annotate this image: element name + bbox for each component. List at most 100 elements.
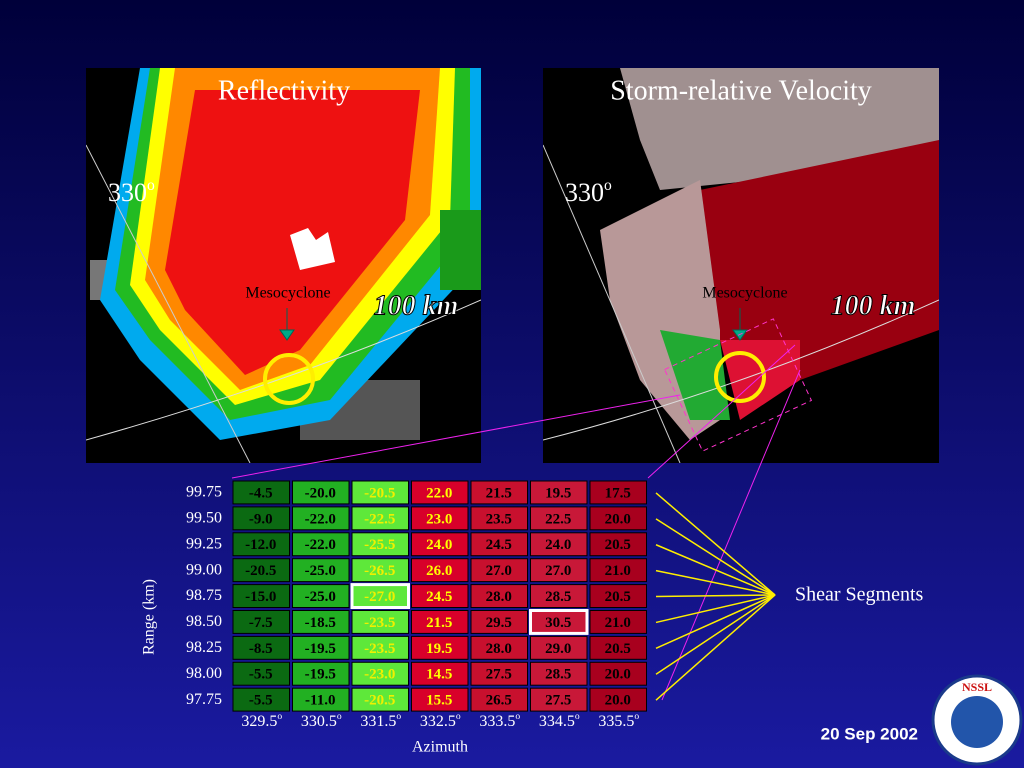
table-cell <box>589 610 647 634</box>
table-cell <box>351 635 409 660</box>
cell-value: 29.5 <box>486 615 512 631</box>
cell-value: 22.5 <box>545 511 571 527</box>
cell-value: -23.0 <box>364 667 395 683</box>
azimuth-col-label-value: 334.5 <box>539 713 575 730</box>
azimuth-label-sup: o <box>604 177 612 194</box>
range-row-label: 98.50 <box>186 613 222 630</box>
azimuth-col-label: 334.5o <box>539 711 580 730</box>
table-cell <box>232 635 290 660</box>
table-cell <box>232 687 290 712</box>
range-row-label: 98.25 <box>186 639 222 656</box>
cell-value: -4.5 <box>249 485 273 501</box>
cell-value: 17.5 <box>605 485 631 501</box>
cell-value: 21.0 <box>605 615 631 631</box>
azimuth-col-label-sup: o <box>456 711 461 722</box>
azimuth-label-sup: o <box>147 177 155 194</box>
cell-value: -20.5 <box>245 563 276 579</box>
azimuth-col-label-value: 335.5 <box>598 713 634 730</box>
cell-value: 28.0 <box>486 641 512 657</box>
cell-value: 26.5 <box>486 693 512 709</box>
azimuth-col-label-sup: o <box>277 711 282 722</box>
cell-value: -22.0 <box>305 511 336 527</box>
cell-value: 20.0 <box>605 693 631 709</box>
cell-value: 24.0 <box>545 537 571 553</box>
table-cell <box>292 506 350 531</box>
table-cell <box>351 480 409 505</box>
cell-value: 23.5 <box>486 511 512 527</box>
range-label: 100 km <box>831 290 916 321</box>
table-cell <box>411 532 469 557</box>
table-cell <box>292 532 350 557</box>
cell-value: -11.0 <box>305 693 335 709</box>
table-cell <box>411 584 469 608</box>
table-cell <box>232 532 290 557</box>
table-cell <box>530 584 588 608</box>
range-row-label: 98.75 <box>186 587 222 604</box>
table-cell <box>470 532 528 557</box>
table-cell <box>589 687 647 712</box>
table-cell <box>292 584 350 608</box>
range-row-label: 99.25 <box>186 535 222 552</box>
table-cell <box>232 506 290 531</box>
range-row-label: 98.00 <box>186 665 222 682</box>
cell-value: 28.5 <box>545 589 571 605</box>
y-axis-label: Range (km) <box>141 579 158 655</box>
range-row-label: 99.00 <box>186 561 222 578</box>
cell-value: -19.5 <box>305 667 336 683</box>
table-cell <box>232 610 290 634</box>
table-cell <box>232 558 290 583</box>
table-cell <box>589 480 647 505</box>
table-cell <box>351 532 409 557</box>
table-cell <box>470 661 528 686</box>
table-cell <box>470 584 528 608</box>
cell-value: -8.5 <box>249 641 273 657</box>
cell-value: 22.0 <box>426 485 452 501</box>
range-row-label: 99.75 <box>186 484 222 501</box>
table-cell <box>470 635 528 660</box>
azimuth-col-label: 330.5o <box>301 711 342 730</box>
table-cell <box>411 558 469 583</box>
table-cell <box>589 532 647 557</box>
shear-arrow <box>655 492 776 596</box>
table-cell <box>589 558 647 583</box>
table-cell <box>530 480 588 505</box>
feature-label: Mesocyclone <box>702 285 787 302</box>
cell-value: 20.5 <box>605 589 631 605</box>
shear-arrow <box>655 594 776 675</box>
azimuth-col-label-sup: o <box>396 711 401 722</box>
table-cell <box>232 480 290 505</box>
azimuth-col-label: 332.5o <box>420 711 461 730</box>
table-cell <box>470 506 528 531</box>
markers <box>231 308 813 701</box>
azimuth-col-label: 331.5o <box>360 711 401 730</box>
range-label: 100 km <box>374 290 459 321</box>
cell-value: -15.0 <box>245 589 276 605</box>
table-cell <box>292 635 350 660</box>
cell-value: -9.0 <box>249 511 273 527</box>
azimuth-col-label-value: 333.5 <box>479 713 515 730</box>
cell-value: -26.5 <box>364 563 395 579</box>
azimuth-label-value: 330 <box>108 178 147 207</box>
table-cell <box>292 480 350 505</box>
annotation: Shear Segments <box>795 584 924 606</box>
table-cell <box>411 610 469 634</box>
cell-value: 24.5 <box>486 537 512 553</box>
table-cell <box>351 661 409 686</box>
cell-value: 24.0 <box>426 537 452 553</box>
cell-value: -20.5 <box>364 485 395 501</box>
cell-value: 23.0 <box>426 511 452 527</box>
cell-value: 20.5 <box>605 641 631 657</box>
azimuth-col-label: 333.5o <box>479 711 520 730</box>
range-row-label: 99.50 <box>186 510 222 527</box>
table-cell <box>470 558 528 583</box>
cell-value: 21.5 <box>486 485 512 501</box>
cell-value: 20.0 <box>605 667 631 683</box>
cell-value: -22.5 <box>364 511 395 527</box>
shear-arrow <box>655 544 776 596</box>
cell-value: -25.5 <box>364 537 395 553</box>
table-cell <box>411 480 469 505</box>
cell-value: 29.0 <box>545 641 571 657</box>
cell-value: 21.5 <box>426 615 452 631</box>
cell-value: -20.5 <box>364 693 395 709</box>
